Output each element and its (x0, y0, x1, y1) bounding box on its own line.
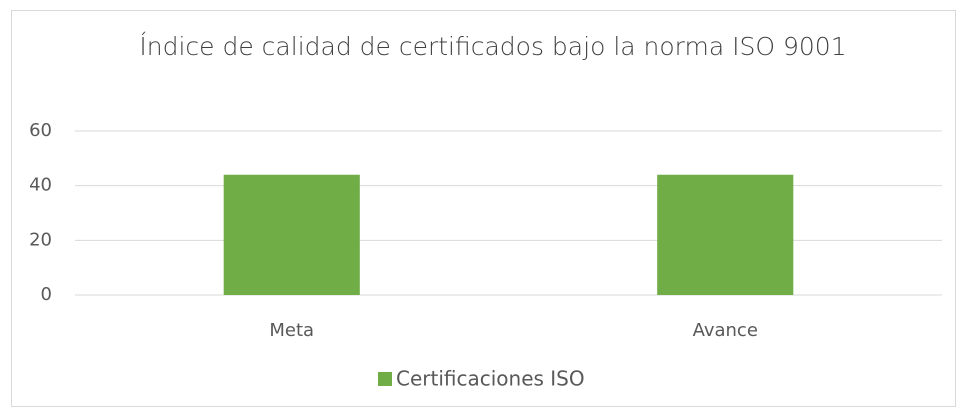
chart-title: Índice de calidad de certificados bajo l… (139, 32, 847, 61)
chart-border (11, 10, 956, 407)
y-tick-label: 0 (41, 284, 52, 305)
legend-swatch (378, 372, 392, 386)
y-tick-label: 60 (29, 120, 52, 141)
bar (657, 174, 794, 295)
y-tick-label: 40 (29, 175, 52, 196)
x-tick-label: Avance (693, 320, 758, 341)
legend-label: Certificaciones ISO (396, 367, 585, 391)
bar (223, 174, 360, 295)
x-tick-label: Meta (269, 320, 314, 341)
y-tick-label: 20 (29, 229, 52, 250)
